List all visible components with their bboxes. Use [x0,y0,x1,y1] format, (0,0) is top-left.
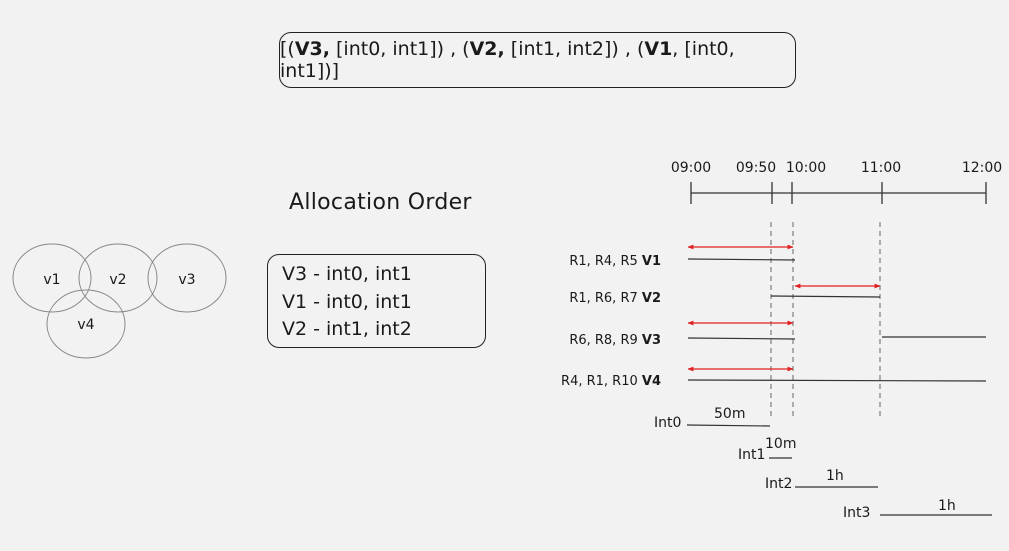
venn-circle-v4 [46,289,126,359]
tick-label: 11:00 [861,160,901,176]
tick-label: 10:00 [786,160,826,176]
venn-circle-v1 [12,243,92,313]
interval-duration: 1h [938,498,956,514]
interval-line-int0 [686,424,771,427]
interval-name: Int1 [738,447,765,463]
row-label-v2: R1, R6, R7 V2 [569,291,661,306]
sequence-text: [(V3, [int0, int1]) , (V2, [int1, int2])… [280,38,735,82]
venn-label-v3: v3 [178,272,195,288]
allocation-item: V1 - int0, int1 [282,290,412,313]
interval-duration: 10m [765,436,796,452]
venn-circle-v3 [147,243,227,313]
interval-duration: 1h [826,468,844,484]
row-line-v1 [687,258,796,261]
row-label-v4: R4, R1, R10 V4 [561,374,661,389]
tick-label: 12:00 [962,160,1002,176]
tick-label: 09:50 [736,160,776,176]
venn-circle-v2 [78,243,158,313]
allocation-item: V2 - int1, int2 [282,318,412,340]
interval-duration: 50m [714,406,745,422]
tick-label: 09:00 [671,160,711,176]
row-label-v3: R6, R8, R9 V3 [569,333,661,348]
allocation-order-box: V3 - int0, int1 V1 - int0, int1 V2 - int… [267,254,486,348]
venn-label-v4: v4 [77,317,94,333]
interval-sequence-box: [(V3, [int0, int1]) , (V2, [int1, int2])… [279,32,796,88]
time-axis [690,182,987,204]
interval-name: Int2 [765,476,792,492]
row-line-v4 [687,379,987,382]
allocation-item: V3 - int0, int1 [282,263,412,285]
venn-label-v1: v1 [43,272,60,288]
row-line-v2 [770,295,881,298]
row-label-v1: R1, R4, R5 V1 [569,254,661,269]
allocation-order-title: Allocation Order [289,190,472,215]
interval-name: Int3 [843,505,870,521]
venn-label-v2: v2 [109,272,126,288]
row-line-v3 [687,337,796,340]
interval-name: Int0 [654,415,681,431]
